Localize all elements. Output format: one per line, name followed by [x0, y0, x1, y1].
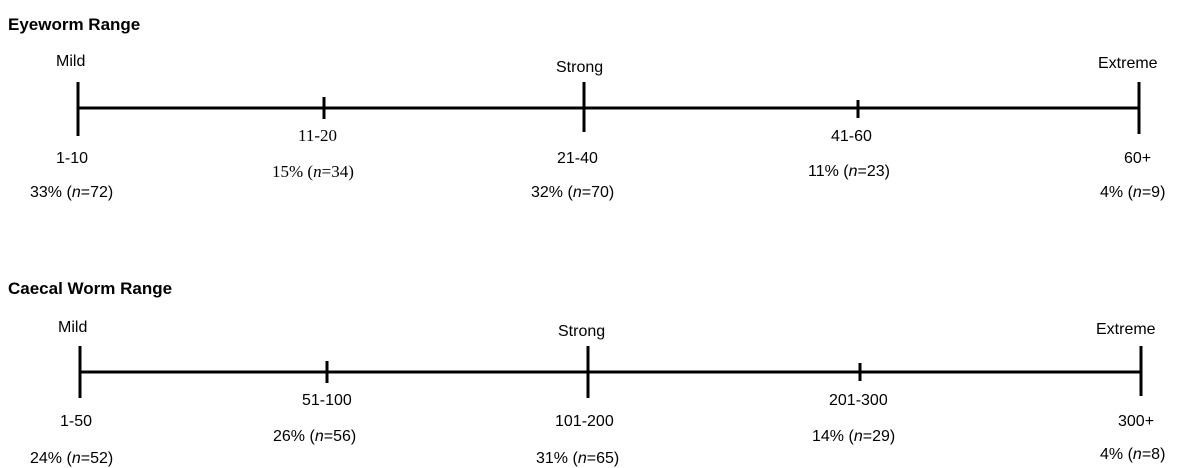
eyeworm-range-5: 60+	[1124, 150, 1151, 167]
caecal-range-1: 1-50	[60, 413, 92, 430]
eyeworm-title: Eyeworm Range	[8, 15, 140, 34]
caecal-pct-5: 4% (n=8)	[1100, 446, 1165, 463]
eyeworm-range-1: 1-10	[56, 150, 88, 167]
eyeworm-level-extreme: Extreme	[1098, 55, 1158, 72]
caecal-range-4: 201-300	[829, 392, 888, 409]
eyeworm-level-mild: Mild	[56, 53, 85, 70]
caecal-level-strong: Strong	[558, 323, 605, 340]
caecal-worm-title: Caecal Worm Range	[8, 279, 172, 298]
eyeworm-pct-1: 33% (n=72)	[30, 184, 113, 201]
eyeworm-pct-4: 11% (n=23)	[808, 163, 890, 180]
caecal-worm-scale: Caecal Worm Range Mild Strong Extreme 1-…	[8, 279, 1165, 467]
eyeworm-range-3: 21-40	[557, 150, 598, 167]
eyeworm-range-4: 41-60	[831, 128, 872, 145]
caecal-level-mild: Mild	[58, 319, 87, 336]
eyeworm-pct-5: 4% (n=9)	[1100, 184, 1165, 201]
eyeworm-scale: Eyeworm Range Mild Strong Extreme 1-10 3…	[8, 15, 1165, 201]
eyeworm-pct-3: 32% (n=70)	[531, 184, 614, 201]
caecal-pct-4: 14% (n=29)	[812, 428, 895, 445]
caecal-pct-2: 26% (n=56)	[273, 428, 356, 445]
eyeworm-range-2: 11-20	[298, 126, 337, 145]
eyeworm-level-strong: Strong	[556, 59, 603, 76]
caecal-pct-1: 24% (n=52)	[30, 450, 113, 467]
eyeworm-pct-2: 15% (n=34)	[272, 162, 354, 181]
caecal-level-extreme: Extreme	[1096, 321, 1156, 338]
caecal-range-5: 300+	[1118, 413, 1154, 430]
caecal-range-2: 51-100	[302, 392, 352, 409]
caecal-range-3: 101-200	[555, 413, 614, 430]
caecal-pct-3: 31% (n=65)	[536, 450, 619, 467]
